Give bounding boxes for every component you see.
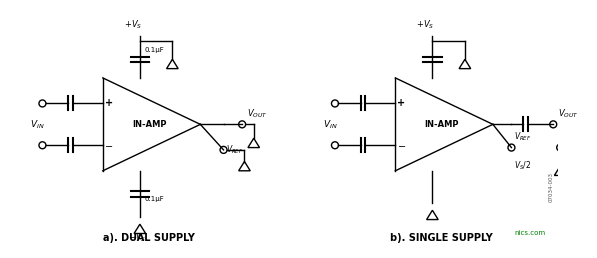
- Text: $V_S/2$: $V_S/2$: [514, 159, 531, 172]
- Text: a). DUAL SUPPLY: a). DUAL SUPPLY: [103, 233, 195, 243]
- Text: $V_{IN}$: $V_{IN}$: [30, 118, 45, 131]
- Text: $+V_S$: $+V_S$: [416, 19, 435, 31]
- Text: $-V_S$: $-V_S$: [128, 231, 147, 244]
- Text: IN-AMP: IN-AMP: [132, 120, 167, 129]
- Text: +: +: [397, 99, 405, 108]
- Text: 0.1μF: 0.1μF: [144, 47, 164, 53]
- Text: $V_{IN}$: $V_{IN}$: [323, 118, 338, 131]
- Text: $-$: $-$: [104, 140, 113, 150]
- Text: $V_{REF}$: $V_{REF}$: [514, 131, 531, 143]
- Text: b). SINGLE SUPPLY: b). SINGLE SUPPLY: [390, 233, 493, 243]
- Text: +: +: [104, 99, 113, 108]
- Text: IN-AMP: IN-AMP: [424, 120, 459, 129]
- Text: 0.1μF: 0.1μF: [144, 196, 164, 202]
- Text: $-$: $-$: [396, 140, 406, 150]
- Text: $V_{OUT}$: $V_{OUT}$: [247, 107, 267, 120]
- Text: $+V_S$: $+V_S$: [124, 19, 142, 31]
- Text: $V_{OUT}$: $V_{OUT}$: [558, 107, 578, 120]
- Text: $V_{REF}$: $V_{REF}$: [226, 144, 244, 156]
- Text: 07034-003: 07034-003: [549, 172, 553, 202]
- Text: nics.com: nics.com: [515, 230, 546, 236]
